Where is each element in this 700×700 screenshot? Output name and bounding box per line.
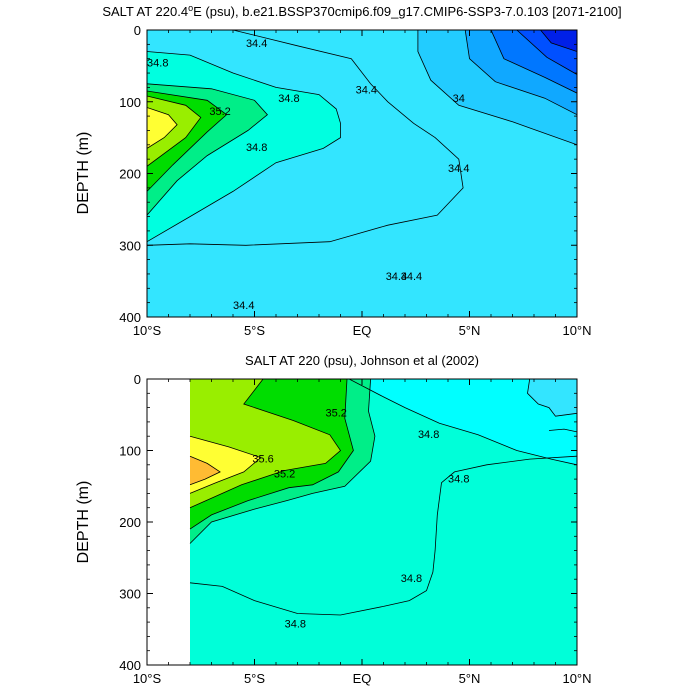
contour-line-5 xyxy=(147,30,464,246)
contour-line-2 xyxy=(147,90,228,192)
contour-line-2 xyxy=(189,379,376,544)
x-tick-label: 5°N xyxy=(459,671,481,686)
contour-label: 34.4 xyxy=(233,300,254,312)
contour-label: 34.8 xyxy=(278,93,299,105)
contour-region-35.6 xyxy=(190,436,261,494)
panel-bottom-title: SALT AT 220 (psu), Johnson et al (2002) xyxy=(245,353,479,368)
panel-top-filled-regions xyxy=(147,30,577,242)
contour-line-3 xyxy=(189,379,354,530)
contour-label: 34.8 xyxy=(285,619,306,631)
panel-bottom: SALT AT 220 (psu), Johnson et al (2002) … xyxy=(75,353,592,686)
contour-label: 34.4 xyxy=(246,38,267,50)
x-tick-label: 10°S xyxy=(133,671,162,686)
contour-label: 34.8 xyxy=(418,429,439,441)
y-tick-label: 100 xyxy=(119,95,141,110)
contour-region-33.4 xyxy=(540,30,577,52)
contour-label: 34.4 xyxy=(356,85,377,97)
panel-top-title: SALT AT 220.4oE (psu), b.e21.BSSP370cmip… xyxy=(102,3,621,19)
panel-top-y-axis-label: DEPTH (m) xyxy=(75,132,92,215)
x-tick-label: EQ xyxy=(353,671,372,686)
contour-label: 34.4 xyxy=(448,163,469,175)
x-tick-label: 5°S xyxy=(244,671,265,686)
contour-line-3 xyxy=(147,95,202,167)
contour-label: 35.6 xyxy=(252,453,273,465)
contour-label: 34.8 xyxy=(448,473,469,485)
panel-bottom-contour-lines xyxy=(189,379,577,616)
contour-region-35.8 xyxy=(190,456,221,485)
x-tick-label: EQ xyxy=(353,323,372,338)
x-tick-label: 10°N xyxy=(562,323,591,338)
panel-top-contour-lines xyxy=(147,30,577,246)
contour-region-34.6 xyxy=(349,379,577,465)
contour-line-7 xyxy=(464,30,577,116)
panel-bottom-contour-labels: 35.234.835.635.2 34.834.834.8 xyxy=(252,408,469,631)
contour-label: 34.4 xyxy=(386,271,407,283)
contour-line-10 xyxy=(540,30,577,52)
x-tick-label: 5°N xyxy=(459,323,481,338)
panel-bottom-y-axis: 0 100 200 300 400 xyxy=(119,372,577,673)
contour-line-0 xyxy=(147,51,341,243)
contour-label: 35.2 xyxy=(274,468,295,480)
contour-region-35.6 xyxy=(147,107,178,149)
contour-label: 34 xyxy=(453,93,465,105)
y-tick-label: 300 xyxy=(119,238,141,253)
contour-line-7 xyxy=(189,455,577,616)
panel-bottom-x-axis: 10°S 5°S EQ 5°N 10°N xyxy=(133,379,592,686)
panel-top-contour-labels: 34.434.834.835.234.834.43434.434.434.434… xyxy=(147,38,469,312)
y-tick-label: 200 xyxy=(119,515,141,530)
panel-top: SALT AT 220.4oE (psu), b.e21.BSSP370cmip… xyxy=(75,3,622,338)
contour-label: 35.2 xyxy=(325,408,346,420)
contour-line-4 xyxy=(189,379,342,509)
contour-line-9 xyxy=(516,30,577,75)
contour-line-8 xyxy=(548,428,577,433)
y-tick-label: 0 xyxy=(134,372,141,387)
contour-line-6 xyxy=(417,30,577,146)
y-tick-label: 100 xyxy=(119,444,141,459)
x-tick-label: 5°S xyxy=(244,323,265,338)
panel-top-y-axis: 0 100 200 300 400 xyxy=(119,23,577,325)
contour-label: 34.8 xyxy=(147,57,168,69)
contour-line-1 xyxy=(147,83,268,216)
y-tick-label: 300 xyxy=(119,587,141,602)
contour-line-1 xyxy=(527,379,577,417)
contour-line-5 xyxy=(189,435,262,494)
contour-label: 34.4 xyxy=(401,271,422,283)
y-tick-label: 400 xyxy=(119,310,141,325)
contour-line-8 xyxy=(490,30,577,94)
contour-label: 35.2 xyxy=(209,106,230,118)
x-tick-label: 10°S xyxy=(133,323,162,338)
panel-bottom-filled-regions xyxy=(190,379,577,544)
contour-line-6 xyxy=(189,455,221,486)
x-tick-label: 10°N xyxy=(562,671,591,686)
contour-label: 34.8 xyxy=(246,142,267,154)
contour-line-4 xyxy=(147,107,178,149)
panel-bottom-y-axis-label: DEPTH (m) xyxy=(75,481,92,564)
contour-line-0 xyxy=(348,379,577,466)
contour-label: 34.8 xyxy=(401,573,422,585)
y-tick-label: 200 xyxy=(119,167,141,182)
contour-region-34.4 xyxy=(527,379,577,417)
panel-top-x-axis: 10°S 5°S EQ 5°N 10°N xyxy=(133,30,592,338)
y-tick-label: 0 xyxy=(134,23,141,38)
y-tick-label: 400 xyxy=(119,658,141,673)
